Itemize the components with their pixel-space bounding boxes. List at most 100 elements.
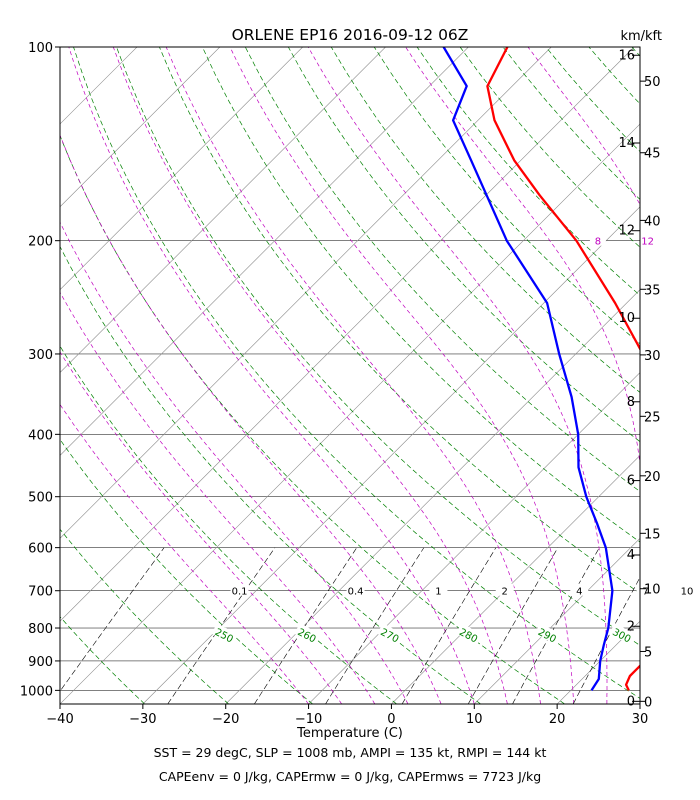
dry-adiabat-label-group: 250	[211, 623, 239, 646]
km-tick-label: 10	[618, 311, 635, 326]
km-tick-label: 16	[618, 48, 635, 63]
mixing-ratio-line	[572, 576, 640, 704]
mixing-ratio-line	[325, 547, 425, 704]
kft-tick-label: 20	[644, 470, 661, 485]
mixing-ratio-label-bg	[636, 583, 655, 596]
km-tick-label: 12	[618, 224, 635, 239]
dry-adiabat-label-bg	[609, 623, 636, 645]
x-axis-label: Temperature (C)	[296, 726, 403, 741]
pressure-tick-label: 200	[28, 235, 53, 250]
pressure-tick-label: 800	[28, 622, 53, 637]
moist-adiabat-line	[112, 47, 508, 704]
temperature-tick-label: −30	[129, 712, 156, 727]
height-units-label: km/kft	[620, 29, 662, 44]
mixing-ratio-label-bg	[495, 583, 514, 596]
dry-adiabat-label-bg	[377, 623, 404, 645]
kft-tick-label: 35	[644, 283, 661, 298]
isotherm-line	[60, 47, 635, 622]
chart-title: ORLENE EP16 2016-09-12 06Z	[232, 26, 469, 44]
dry-adiabat-line	[60, 245, 481, 704]
moist-adiabat-line	[60, 221, 409, 704]
dry-adiabat-label-bg	[294, 623, 322, 645]
mixing-ratio-line	[401, 547, 497, 704]
isotherm-line	[60, 123, 640, 704]
mixing-ratio-label-bg	[570, 583, 589, 596]
footer-line-2: CAPEenv = 0 J/kg, CAPErmw = 0 J/kg, CAPE…	[158, 769, 542, 784]
temperature-tick-label: 0	[387, 712, 395, 727]
isotherm-line	[308, 372, 640, 704]
isotherm-line	[60, 47, 386, 373]
dry-adiabat-label-group: 260	[294, 623, 322, 646]
dewpoint-profile-line	[442, 47, 614, 692]
moist-adiabat-line	[165, 47, 541, 704]
dry-adiabat-label-group: 290	[534, 623, 562, 646]
km-tick-label: 6	[627, 474, 635, 489]
pressure-tick-label: 400	[28, 428, 53, 443]
kft-tick-label: 15	[644, 527, 661, 542]
dry-adiabat-label-group: 270	[377, 623, 404, 646]
isotherm-line	[225, 289, 640, 704]
dry-adiabat-line	[287, 47, 640, 443]
moist-adiabat-line	[229, 47, 575, 704]
dry-adiabat-label-bg	[211, 623, 239, 645]
dry-adiabat-line	[73, 47, 640, 699]
mixing-ratio-label: 1	[435, 587, 441, 598]
km-tick-label: 14	[618, 136, 635, 151]
kft-tick-label: 40	[644, 214, 661, 229]
dry-adiabat-line	[459, 47, 640, 248]
pressure-tick-label: 300	[28, 348, 53, 363]
moist-adiabat-line	[60, 351, 342, 704]
dry-adiabat-label-bg	[534, 623, 562, 645]
moist-adiabat-label: 12	[641, 237, 654, 248]
dry-adiabat-line	[60, 616, 145, 704]
mixing-ratio-line	[467, 547, 559, 704]
mixing-ratio-label: 2	[502, 587, 508, 598]
isotherm-line	[60, 47, 303, 291]
pressure-tick-label: 100	[28, 41, 53, 56]
mixing-ratio-label: 4	[576, 587, 582, 598]
mixing-ratio-label-bg	[230, 583, 249, 596]
mixing-ratio-label: 0.1	[232, 587, 248, 598]
moist-adiabat-line	[307, 47, 608, 704]
mixing-ratio-line	[167, 547, 276, 704]
dry-adiabat-line	[373, 47, 640, 345]
mixing-ratio-label-bg	[678, 583, 697, 596]
temperature-tick-label: −20	[212, 712, 239, 727]
temperature-tick-label: 10	[466, 712, 483, 727]
kft-tick-label: 45	[644, 147, 661, 162]
moist-adiabat-line	[68, 47, 475, 704]
isotherm-line	[639, 703, 640, 704]
dry-adiabat-line	[675, 47, 700, 704]
isotherm-line	[60, 47, 552, 539]
km-tick-label: 0	[627, 694, 635, 709]
pressure-tick-label: 500	[28, 491, 53, 506]
mixing-ratio-line	[254, 547, 358, 704]
pressure-tick-label: 700	[28, 585, 53, 600]
mixing-ratio-line	[60, 547, 165, 692]
temperature-tick-label: −10	[295, 712, 322, 727]
temperature-tick-label: 30	[632, 712, 649, 727]
mixing-ratio-label-bg	[429, 583, 448, 596]
dry-adiabat-label-bg	[455, 623, 483, 645]
moist-adiabat-line	[60, 403, 309, 704]
mixing-ratio-label: 7	[642, 587, 648, 598]
mixing-ratio-label: 0.4	[348, 587, 364, 598]
km-tick-label: 8	[627, 395, 635, 410]
kft-tick-label: 30	[644, 349, 661, 364]
moist-adiabat-line	[405, 47, 640, 704]
isotherm-line	[391, 455, 640, 704]
km-tick-label: 4	[627, 548, 635, 563]
temperature-tick-label: −40	[46, 712, 73, 727]
plot-frame	[59, 46, 641, 705]
moist-adiabat-label-bg	[589, 233, 606, 246]
moist-adiabat-label: 8	[595, 237, 601, 248]
dry-adiabat-line	[60, 702, 61, 704]
isotherm-line	[142, 206, 640, 704]
pressure-tick-label: 900	[28, 655, 53, 670]
dry-adiabat-line	[631, 47, 640, 57]
dry-adiabat-line	[588, 47, 640, 105]
dry-adiabat-line	[159, 47, 640, 594]
dry-adiabat-line	[202, 47, 640, 543]
mixing-ratio-label-bg	[346, 583, 365, 596]
dry-adiabat-line	[502, 47, 640, 200]
